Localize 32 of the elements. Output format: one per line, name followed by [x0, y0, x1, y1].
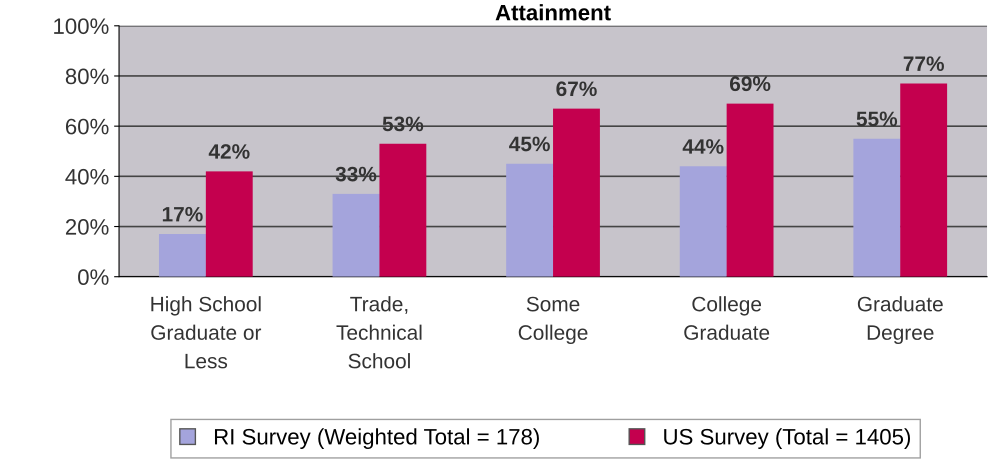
- bar: [379, 144, 426, 277]
- data-label: 42%: [208, 144, 250, 159]
- x-tick-label: Some College: [518, 296, 588, 344]
- bar: [206, 171, 253, 277]
- y-tick-label: 100%: [54, 18, 109, 34]
- data-label: 17%: [162, 206, 203, 222]
- bar: [853, 138, 900, 277]
- data-label: 55%: [856, 112, 898, 126]
- data-label: 67%: [556, 81, 597, 96]
- data-label: 45%: [509, 136, 550, 152]
- x-tick-label: Graduate Degree: [858, 296, 943, 344]
- bar: [726, 104, 774, 277]
- bar: [506, 164, 554, 277]
- x-tick-label: High School Graduate or Less: [151, 296, 262, 368]
- bar: [158, 234, 206, 277]
- y-tick-label: 60%: [66, 118, 109, 134]
- x-tick-label: Trade, Technical School: [336, 296, 422, 368]
- y-tick-label: 20%: [66, 219, 109, 235]
- bar: [900, 84, 948, 277]
- bar: [553, 108, 600, 277]
- bar: [332, 194, 380, 277]
- data-label: 69%: [730, 76, 770, 92]
- data-label: 44%: [682, 139, 724, 154]
- y-tick-label: 80%: [66, 68, 109, 84]
- legend-label: RI Survey (Weighted Total = 178): [214, 428, 539, 449]
- legend-label: US Survey (Total = 1405): [664, 428, 910, 449]
- y-tick-label: 0%: [78, 269, 109, 285]
- x-tick-label: College Graduate: [684, 296, 770, 340]
- chart-title: Attainment: [496, 4, 611, 20]
- bar: [680, 166, 727, 277]
- y-tick-label: 40%: [65, 168, 109, 185]
- data-label: 77%: [904, 56, 944, 72]
